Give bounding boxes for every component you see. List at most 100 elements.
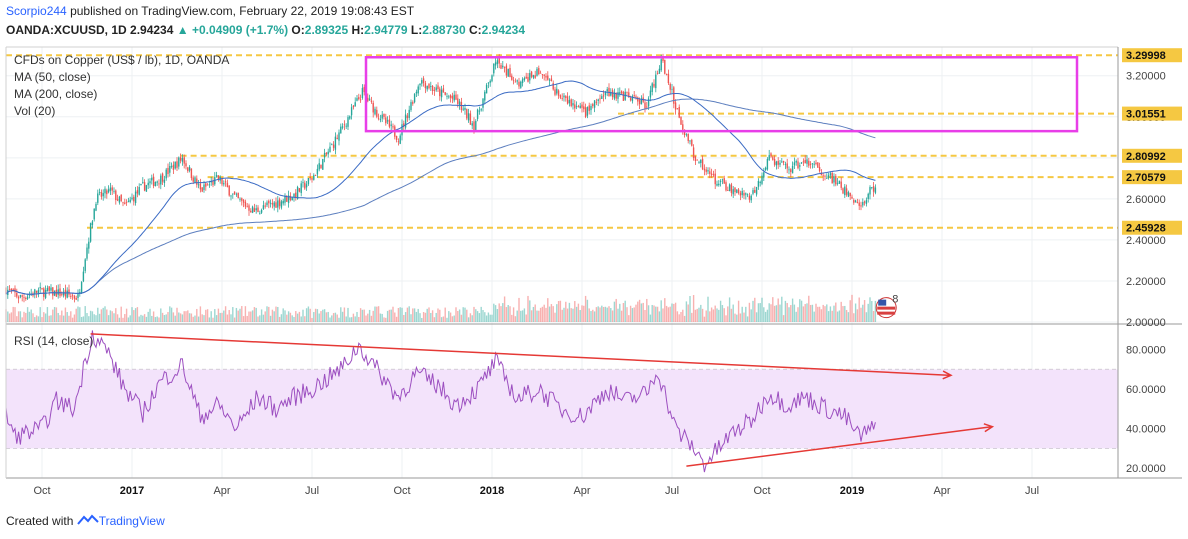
volume-bar	[406, 307, 409, 322]
candle	[386, 120, 389, 122]
candle	[732, 189, 734, 195]
volume-bar	[439, 309, 441, 322]
candle	[674, 102, 677, 110]
candle	[363, 86, 365, 93]
candle	[568, 99, 571, 104]
candle	[653, 83, 655, 87]
volume-bar	[509, 306, 511, 322]
volume-bar	[178, 312, 180, 322]
volume-bar	[151, 315, 153, 322]
volume-bar	[746, 316, 749, 322]
candle	[800, 162, 803, 164]
candle	[39, 287, 41, 289]
tradingview-brand-link[interactable]: TradingView	[98, 514, 165, 528]
volume-bar	[491, 314, 493, 322]
candle	[482, 98, 484, 108]
candle	[201, 187, 203, 192]
resistance-box[interactable]	[364, 56, 1079, 133]
candle	[178, 157, 180, 167]
volume-bar	[781, 296, 783, 322]
candle	[629, 98, 632, 101]
candle	[813, 163, 815, 165]
volume-bar	[251, 310, 254, 322]
volume-bar	[849, 300, 851, 322]
price-level-tag: 2.70579	[1126, 172, 1166, 184]
volume-bar	[296, 313, 299, 322]
volume-bar	[196, 308, 198, 322]
candle	[469, 113, 472, 125]
volume-bar	[574, 301, 576, 322]
candle	[151, 177, 153, 181]
candle	[655, 74, 657, 89]
rsi-trendlines[interactable]	[90, 333, 995, 467]
volume-bar	[628, 315, 630, 322]
trendline[interactable]	[90, 333, 952, 377]
candle	[502, 65, 504, 68]
candle	[275, 202, 277, 208]
trendline-arrow[interactable]	[942, 370, 953, 380]
candle	[95, 203, 97, 211]
low-label: L:	[410, 23, 423, 37]
candle	[152, 176, 155, 187]
volume-bar	[421, 317, 423, 322]
volume-bar	[214, 309, 216, 322]
volume-bar	[827, 311, 830, 322]
volume-bar	[206, 309, 209, 322]
candle	[557, 90, 560, 96]
candle	[52, 287, 54, 296]
candle	[16, 293, 18, 297]
author-link[interactable]: Scorpio244	[6, 4, 67, 18]
volume-bar	[867, 303, 869, 322]
volume-bar	[325, 312, 328, 322]
candle	[579, 105, 581, 109]
volume-bar	[291, 315, 293, 322]
trendline-arrow[interactable]	[983, 423, 995, 433]
volume-bar	[572, 308, 574, 322]
volume-bar	[727, 306, 729, 322]
candle	[649, 90, 652, 98]
volume-bar	[221, 312, 223, 322]
candle	[448, 96, 450, 98]
volume-bar	[752, 300, 754, 322]
volume-bar	[408, 306, 410, 322]
volume-bar	[122, 317, 124, 322]
candle	[115, 190, 117, 201]
candle	[268, 200, 270, 204]
candle	[232, 193, 234, 195]
candle	[62, 291, 65, 296]
x-axis-tick: 2018	[480, 485, 504, 497]
us-flag-icon[interactable]: 8	[875, 294, 898, 319]
volume-bar	[529, 300, 531, 322]
volume-bar	[541, 306, 544, 322]
volume-bar	[502, 303, 504, 322]
volume-bar	[422, 312, 425, 322]
volume-bar	[134, 308, 137, 322]
volume-bar	[719, 300, 722, 322]
volume-bar	[545, 307, 547, 322]
volume-bar	[444, 307, 446, 322]
volume-bar	[228, 310, 230, 322]
volume-bar	[538, 310, 540, 322]
volume-bar	[633, 307, 635, 322]
candle	[710, 173, 713, 175]
volume-bar	[305, 308, 308, 322]
candle	[421, 80, 423, 84]
volume-bar	[455, 307, 457, 322]
candle	[147, 182, 149, 186]
candle	[98, 192, 101, 193]
volume-bar	[777, 298, 779, 322]
volume-bar	[340, 307, 342, 322]
volume-bar	[334, 312, 337, 322]
volume-bar	[613, 301, 616, 322]
published-line: Scorpio244 published on TradingView.com,…	[6, 4, 414, 18]
candle	[752, 190, 754, 194]
trendline[interactable]	[686, 425, 993, 467]
volume-bar	[403, 314, 405, 322]
candle	[719, 180, 722, 182]
volume-bar	[322, 309, 324, 322]
volume-bar	[113, 313, 115, 322]
candle	[336, 137, 338, 139]
candle	[817, 162, 819, 168]
candle	[496, 60, 499, 64]
